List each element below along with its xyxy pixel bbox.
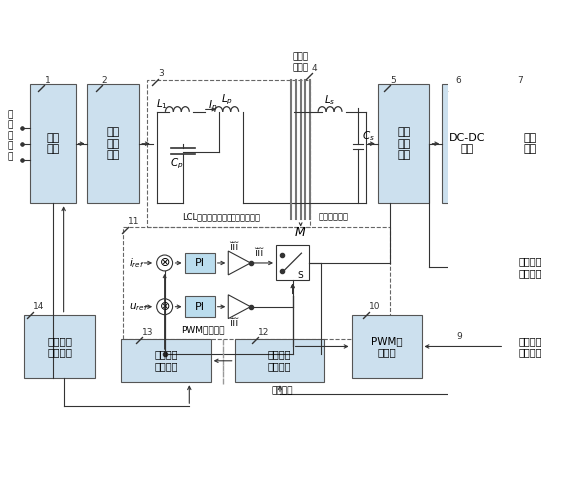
Text: $i_{ref}$: $i_{ref}$ (129, 256, 145, 270)
Text: DC-DC
模块: DC-DC 模块 (449, 133, 485, 154)
Text: 9: 9 (457, 332, 462, 341)
Text: 电池参数
检测模块: 电池参数 检测模块 (519, 256, 542, 278)
FancyBboxPatch shape (185, 297, 215, 317)
Text: 副边
整流
模块: 副边 整流 模块 (397, 127, 410, 160)
Text: 三
相
交
流
电: 三 相 交 流 电 (8, 110, 14, 161)
FancyBboxPatch shape (121, 339, 211, 382)
Text: 12: 12 (258, 328, 269, 337)
FancyBboxPatch shape (504, 235, 557, 299)
Text: ⊗: ⊗ (159, 300, 170, 313)
Text: 副边拾取机构: 副边拾取机构 (319, 213, 349, 222)
Text: PI: PI (195, 302, 204, 312)
Text: $L_s$: $L_s$ (324, 93, 336, 107)
Text: S: S (297, 271, 303, 280)
Text: PI: PI (195, 258, 204, 268)
Text: ĭĭĭ: ĭĭĭ (229, 242, 239, 252)
Text: $L_p$: $L_p$ (221, 93, 233, 107)
Text: 2: 2 (102, 76, 108, 85)
Text: 1: 1 (44, 76, 50, 85)
Text: $L_1$: $L_1$ (157, 97, 168, 111)
Text: $C_p$: $C_p$ (170, 156, 184, 171)
Text: 8: 8 (562, 231, 563, 240)
Text: 无线通信: 无线通信 (271, 386, 293, 395)
FancyBboxPatch shape (30, 84, 75, 203)
Text: ĭĭĭ: ĭĭĭ (254, 249, 263, 258)
Text: 6: 6 (455, 76, 461, 85)
Text: 电池管理
控制模块: 电池管理 控制模块 (519, 336, 542, 357)
Polygon shape (228, 251, 251, 275)
FancyBboxPatch shape (185, 252, 215, 274)
Text: 原边射频
接收单元: 原边射频 接收单元 (154, 350, 177, 371)
Text: $M$: $M$ (294, 226, 307, 239)
Text: 高频
逆变
模块: 高频 逆变 模块 (107, 127, 120, 160)
Text: 5: 5 (391, 76, 396, 85)
Text: ĭĭĭ: ĭĭĭ (229, 318, 239, 328)
Text: 13: 13 (142, 328, 154, 337)
Text: 14: 14 (33, 302, 45, 311)
Text: 整流
模块: 整流 模块 (46, 133, 60, 154)
FancyBboxPatch shape (24, 315, 96, 378)
Text: $C_s$: $C_s$ (362, 129, 375, 143)
Text: 车载射频
发射单元: 车载射频 发射单元 (268, 350, 291, 371)
Text: 副边拾取机构: 副边拾取机构 (231, 214, 261, 222)
FancyBboxPatch shape (504, 84, 557, 203)
FancyBboxPatch shape (351, 315, 422, 378)
Polygon shape (228, 295, 251, 319)
Text: 高频逆变
控制模块: 高频逆变 控制模块 (47, 336, 72, 357)
FancyBboxPatch shape (378, 84, 430, 203)
FancyBboxPatch shape (87, 84, 139, 203)
Text: 4: 4 (312, 64, 318, 73)
Text: ⊗: ⊗ (159, 256, 170, 270)
Text: 10: 10 (369, 302, 381, 311)
Text: $u_{ref}$: $u_{ref}$ (129, 301, 148, 313)
Text: 7: 7 (517, 76, 522, 85)
Text: 蓄电
池组: 蓄电 池组 (524, 133, 537, 154)
FancyBboxPatch shape (442, 84, 491, 203)
Text: PWM算法单元: PWM算法单元 (181, 326, 225, 334)
Text: LCL型原边发射机构: LCL型原边发射机构 (182, 213, 232, 222)
Text: PWM控
制模块: PWM控 制模块 (370, 336, 403, 357)
FancyBboxPatch shape (235, 339, 324, 382)
Text: 空间磁
场耦合: 空间磁 场耦合 (293, 53, 309, 72)
Text: 11: 11 (128, 217, 140, 227)
FancyBboxPatch shape (276, 245, 310, 281)
Text: $I_p$: $I_p$ (208, 98, 218, 113)
FancyBboxPatch shape (504, 315, 557, 378)
Text: 3: 3 (158, 69, 164, 79)
